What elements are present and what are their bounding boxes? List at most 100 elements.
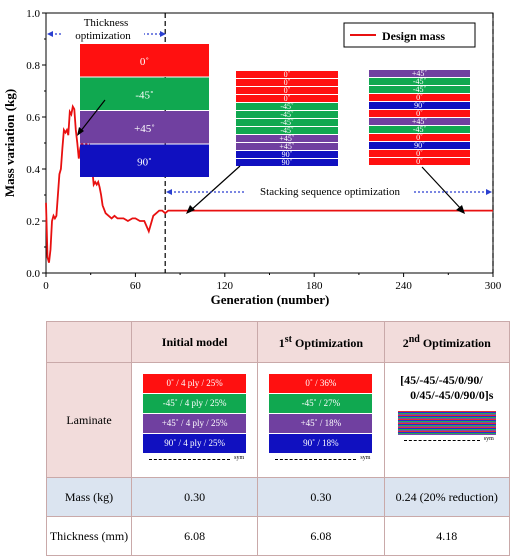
stack-3-ply-label: 90˚: [414, 101, 425, 110]
stack-2-ply: [236, 151, 338, 158]
stack-3-ply: [369, 150, 470, 157]
stack-3-ply-label: 0˚: [416, 109, 423, 118]
stack-3-ply: [369, 102, 470, 109]
laminate-ply: +45˚ / 4 ply / 25%: [143, 414, 247, 434]
stack-2-ply: [236, 135, 338, 142]
sym-line: sym: [269, 454, 372, 466]
stack-2-ply-label: -45˚: [280, 126, 294, 135]
thickness-label-line2: optimization: [75, 30, 131, 42]
y-tick-label: 0.0: [26, 268, 40, 280]
stack-2-ply-label: -45˚: [280, 102, 294, 111]
mass-initial: 0.30: [130, 477, 259, 517]
stack-3-ply-label: -45˚: [413, 125, 427, 134]
thickness-inset-ply: [80, 44, 209, 77]
series-group: [45, 104, 493, 263]
sym-line: sym: [143, 454, 246, 466]
y-tick-label: 0.2: [26, 216, 40, 228]
sym-label: sym: [234, 455, 245, 461]
inset-arrow-2-head: [186, 205, 195, 214]
x-tick-label: 180: [306, 280, 323, 292]
stack-2-ply: [236, 143, 338, 150]
thickness-inset-ply: [80, 144, 209, 177]
laminate-ply: 0˚ / 36%: [269, 374, 373, 394]
mass-second: 0.24 (20% reduction): [383, 477, 511, 517]
thickness-stack-inset: 0˚ -45˚ +45˚ 90˚: [80, 44, 209, 177]
thickness-label-bg: [62, 28, 144, 41]
inset-arrow-1: [79, 99, 106, 133]
x-tick-labels: 0 60 120 180 240 300: [43, 280, 502, 292]
stack-3-ply: [369, 142, 470, 149]
row-label-laminate: Laminate: [46, 362, 132, 478]
thickness-initial: 6.08: [130, 516, 259, 556]
row-label-thickness: Thickness (mm): [46, 516, 132, 556]
x-tick-label: 240: [395, 280, 412, 292]
stack-2-ply-label: 90˚: [282, 158, 293, 167]
header-first-optimization: 1st Optimization: [257, 321, 385, 363]
thickness-row: Thickness (mm) 6.08 6.08 4.18: [46, 516, 511, 556]
header-second-optimization: 2nd Optimization: [383, 321, 511, 363]
stack-3-ply-label: +45˚: [412, 117, 428, 126]
stack-3-ply: [369, 126, 470, 133]
stack-2-ply-label: 0˚: [284, 94, 291, 103]
laminate-ply: 90˚ / 18%: [269, 434, 373, 454]
stack-2-ply-label: 0˚: [284, 86, 291, 95]
row-label-mass: Mass (kg): [46, 477, 132, 517]
second-sequence-text: [45/-45/-45/0/90/ 0/45/-45/0/90/0]s: [400, 373, 493, 403]
stack-3-ply-label: 90˚: [414, 141, 425, 150]
thickness-first: 6.08: [257, 516, 385, 556]
stack-3-ply-label: 0˚: [416, 149, 423, 158]
y-axis-label: Mass variation (kg): [2, 89, 17, 197]
sym-label: sym: [360, 455, 371, 461]
legend-label-design-mass: Design mass: [382, 29, 445, 43]
summary-table: Initial model 1st Optimization 2nd Optim…: [46, 321, 511, 556]
mass-row: Mass (kg) 0.30 0.30 0.24 (20% reduction): [46, 477, 511, 517]
stacking-inset-3: +45˚-45˚-45˚0˚90˚0˚+45˚-45˚0˚90˚0˚0˚: [369, 69, 470, 166]
thickness-inset-ply-label: -45˚: [135, 89, 153, 101]
y-tick-label: 1.0: [26, 8, 40, 20]
stack-2-ply-label: 0˚: [284, 78, 291, 87]
inset-arrow-1-head: [77, 127, 84, 136]
stack-3-ply: [369, 134, 470, 141]
thickness-inset-ply: [80, 111, 209, 144]
laminate-ply: -45˚ / 4 ply / 25%: [143, 394, 247, 414]
stack-2-ply-label: -45˚: [280, 110, 294, 119]
stack-3-ply: [369, 158, 470, 165]
header-first-sup: st: [284, 333, 293, 345]
y-tick-label: 0.8: [26, 60, 40, 72]
initial-laminate-cell: 0˚ / 4 ply / 25% -45˚ / 4 ply / 25% +45˚ /…: [130, 362, 259, 478]
header-empty-cell: [46, 321, 132, 363]
stack-2-ply-label: -45˚: [280, 118, 294, 127]
laminate-ply: -45˚ / 27%: [269, 394, 373, 414]
second-laminate-cell: [45/-45/-45/0/90/ 0/45/-45/0/90/0]s sym: [383, 362, 511, 478]
first-laminate-cell: 0˚ / 36% -45˚ / 27% +45˚ / 18% 90˚ / 18% sym: [257, 362, 385, 478]
thickness-inset-ply-label: +45˚: [134, 123, 155, 135]
stack-2-ply: [236, 79, 338, 86]
thickness-label-line1: Thickness: [84, 17, 129, 29]
stack-3-ply-label: 0˚: [416, 157, 423, 166]
stack-2-ply-label: 0˚: [284, 70, 291, 79]
stack-2-ply: [236, 71, 338, 78]
header-first-num: 1: [278, 335, 285, 350]
thickness-arrow-left-head: [47, 31, 53, 37]
second-sym-label: sym: [483, 436, 494, 442]
second-sequence-line2: 0/45/-45/0/90/0]s: [410, 388, 494, 402]
stack-3-ply-label: 0˚: [416, 93, 423, 102]
first-laminate-stack: 0˚ / 36% -45˚ / 27% +45˚ / 18% 90˚ / 18% sym: [269, 374, 373, 466]
stack-2-ply: [236, 127, 338, 134]
stack-3-ply: [369, 118, 470, 125]
table-header-row: Initial model 1st Optimization 2nd Optim…: [46, 321, 511, 363]
header-second-rest: Optimization: [419, 335, 491, 350]
stack-3-ply: [369, 94, 470, 101]
x-axis-label: Generation (number): [211, 292, 330, 307]
stacking-label-bg: [246, 184, 414, 198]
header-second-sup: nd: [408, 333, 420, 345]
thickness-inset-ply-label: 90˚: [137, 156, 152, 168]
y-tick-label: 0.6: [26, 112, 40, 124]
stack-3-ply: [369, 78, 470, 85]
stack-3-ply-label: -45˚: [413, 85, 427, 94]
inset-arrow-3-head: [456, 205, 465, 214]
laminate-ply: 90˚ / 4 ply / 25%: [143, 434, 247, 454]
second-sequence-line1: [45/-45/-45/0/90/: [400, 373, 483, 387]
stacking-arrow-right-head: [486, 189, 492, 195]
x-tick-label: 300: [485, 280, 502, 292]
